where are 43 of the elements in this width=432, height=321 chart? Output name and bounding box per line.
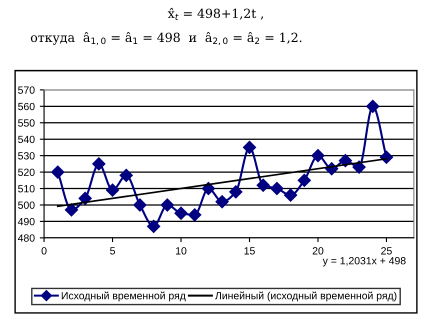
point bbox=[78, 192, 92, 205]
point bbox=[366, 100, 380, 113]
y-tick-label: 550 bbox=[18, 119, 35, 127]
x-tick-label: 10 bbox=[176, 247, 186, 255]
y-tick-label: 530 bbox=[18, 152, 35, 160]
point bbox=[216, 195, 229, 208]
y-tick-label: 520 bbox=[18, 168, 35, 176]
point bbox=[229, 185, 242, 198]
y-tick-label: 540 bbox=[18, 136, 35, 144]
point bbox=[133, 198, 147, 212]
y-tick-label: 490 bbox=[18, 218, 35, 226]
point bbox=[64, 203, 78, 216]
point bbox=[188, 208, 202, 222]
point bbox=[120, 168, 133, 182]
point bbox=[174, 206, 188, 220]
y-tick-label: 570 bbox=[18, 86, 35, 94]
point bbox=[92, 157, 106, 170]
x-tick-label: 0 bbox=[42, 247, 47, 255]
point bbox=[284, 188, 298, 202]
x-tick-label: 5 bbox=[110, 247, 116, 255]
text: откуда â$_{1,0}$ = â$_{1}$ = 498 и â$_{2,0}$ = â$_{2}$ = 1,2. bbox=[30, 32, 302, 46]
y-tick-label: 560 bbox=[18, 102, 35, 110]
point bbox=[298, 174, 311, 187]
point bbox=[160, 198, 174, 212]
point bbox=[352, 160, 366, 174]
x-tick-label: 15 bbox=[244, 247, 255, 255]
point bbox=[338, 154, 352, 168]
y-tick-label: 480 bbox=[18, 234, 35, 242]
text: y = 1,2031x + 498 bbox=[322, 257, 406, 266]
point bbox=[242, 140, 256, 154]
text: x̂$_{t}$ = 498+1,2t , bbox=[168, 8, 264, 20]
y-tick-label: 510 bbox=[18, 185, 35, 192]
point bbox=[147, 220, 160, 233]
legend-label: Линейный (исходный временной ряд) bbox=[215, 292, 396, 302]
x-tick-label: 25 bbox=[381, 247, 392, 255]
point bbox=[106, 184, 120, 197]
point bbox=[256, 178, 270, 192]
point bbox=[270, 182, 284, 196]
point bbox=[51, 166, 64, 179]
y-tick-label: 500 bbox=[18, 201, 35, 209]
point bbox=[311, 149, 325, 162]
x-tick-label: 20 bbox=[312, 247, 324, 255]
legend-label: Исходный временной ряд bbox=[62, 292, 186, 302]
